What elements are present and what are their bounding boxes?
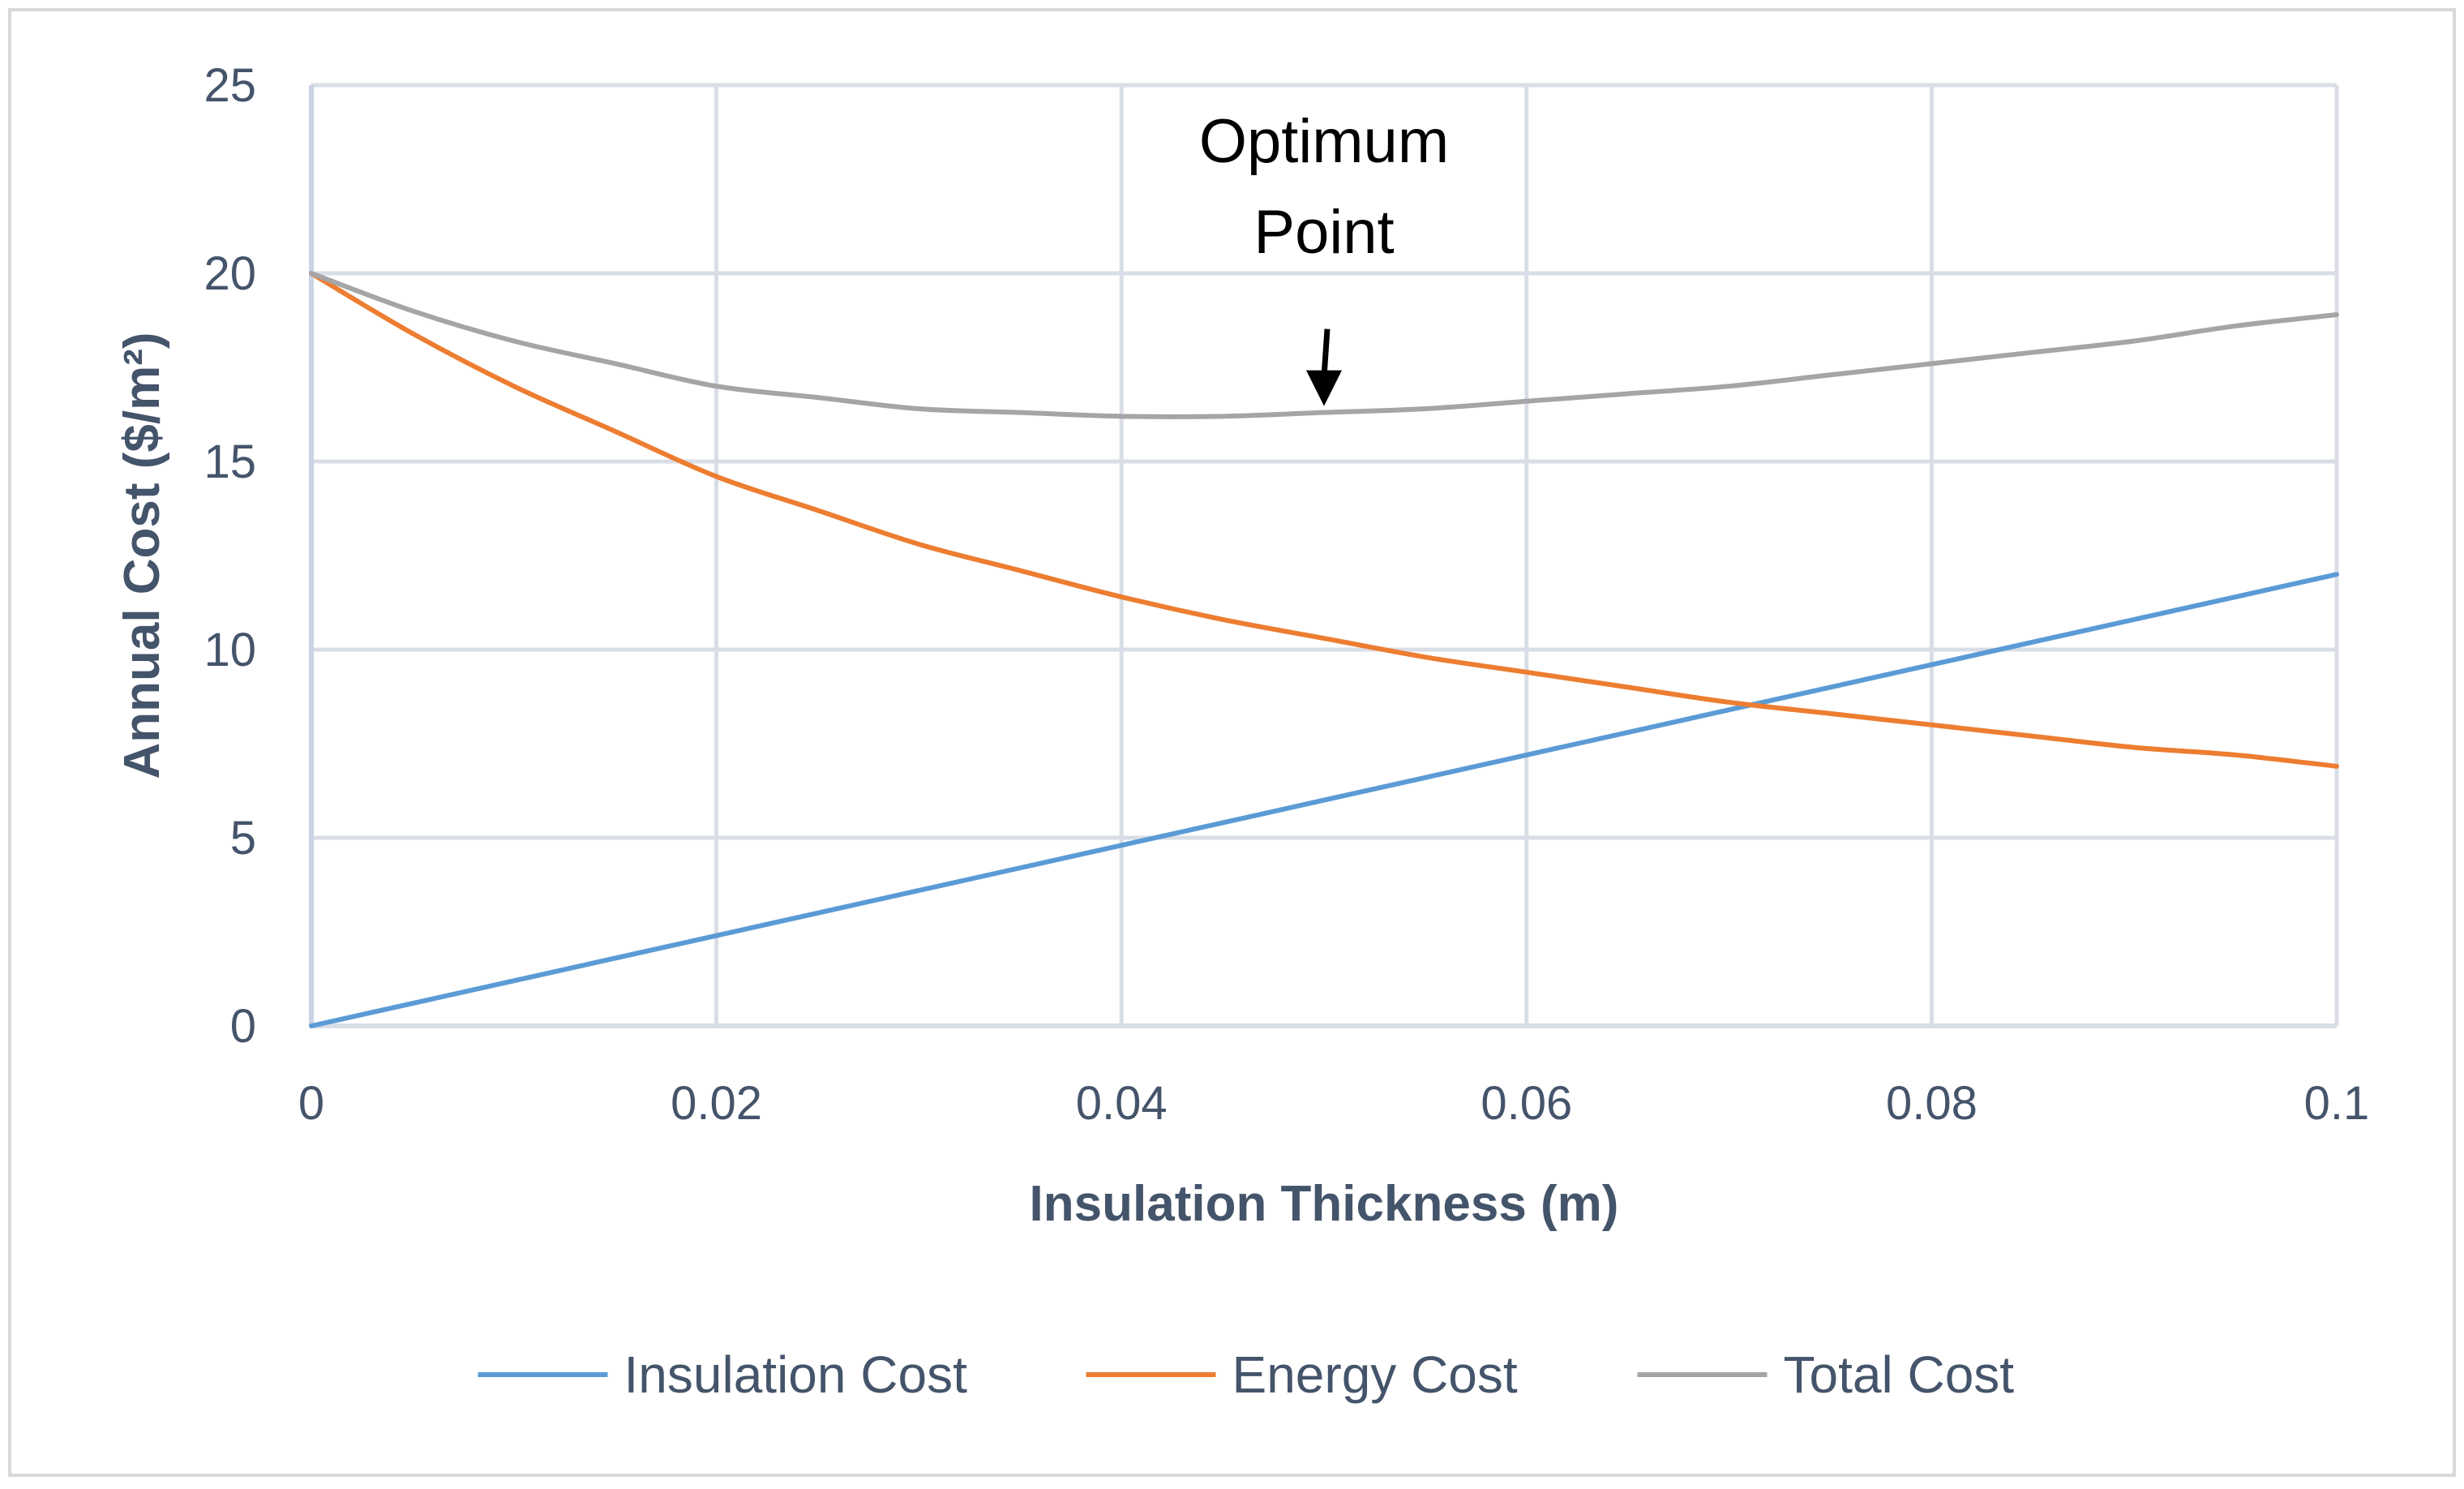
- annotation-arrow-shaft: [1321, 328, 1331, 377]
- y-axis-title: Annual Cost ($/m²): [114, 332, 170, 779]
- legend-label-energy-cost: Energy Cost: [1232, 1345, 1518, 1404]
- x-tick-label: 0.08: [1886, 1077, 1978, 1130]
- y-tick-label: 25: [204, 59, 256, 112]
- y-tick-label: 10: [204, 624, 256, 676]
- y-tick-label: 0: [230, 1000, 256, 1053]
- legend-label-insulation-cost: Insulation Cost: [624, 1345, 968, 1404]
- gridlines: [311, 83, 2339, 1026]
- annotation-arrow-head: [1306, 370, 1342, 406]
- y-tick-label: 20: [204, 247, 256, 300]
- series-line-total-cost: [309, 271, 2339, 419]
- x-tick-label: 0.04: [1076, 1077, 1168, 1130]
- legend: Insulation Cost Energy Cost Total Cost: [478, 1345, 2015, 1404]
- annotation-text: Optimum Point: [1199, 107, 1449, 267]
- x-tick-label: 0.06: [1481, 1077, 1572, 1130]
- chart-border: [8, 8, 2456, 1477]
- legend-label-total-cost: Total Cost: [1784, 1345, 2015, 1404]
- x-tick-label: 0: [298, 1077, 324, 1130]
- annotation-line: Optimum: [1199, 107, 1449, 176]
- x-axis-title: Insulation Thickness (m): [1030, 1176, 1619, 1232]
- x-tick-label: 0.1: [2304, 1077, 2370, 1130]
- series-lines: [309, 271, 2339, 1028]
- y-tick-label: 15: [204, 436, 256, 488]
- series-line-energy-cost: [309, 271, 2339, 769]
- annotations: Optimum Point: [1199, 107, 1449, 406]
- axes: 0 5 10 15 20 25 0 0.02 0.04 0.06 0.08 0.1: [204, 59, 2369, 1130]
- x-tick-label: 0.02: [671, 1077, 762, 1130]
- y-tick-label: 5: [230, 812, 256, 865]
- series-line-insulation-cost: [309, 572, 2339, 1028]
- annotation-line: Point: [1253, 198, 1394, 267]
